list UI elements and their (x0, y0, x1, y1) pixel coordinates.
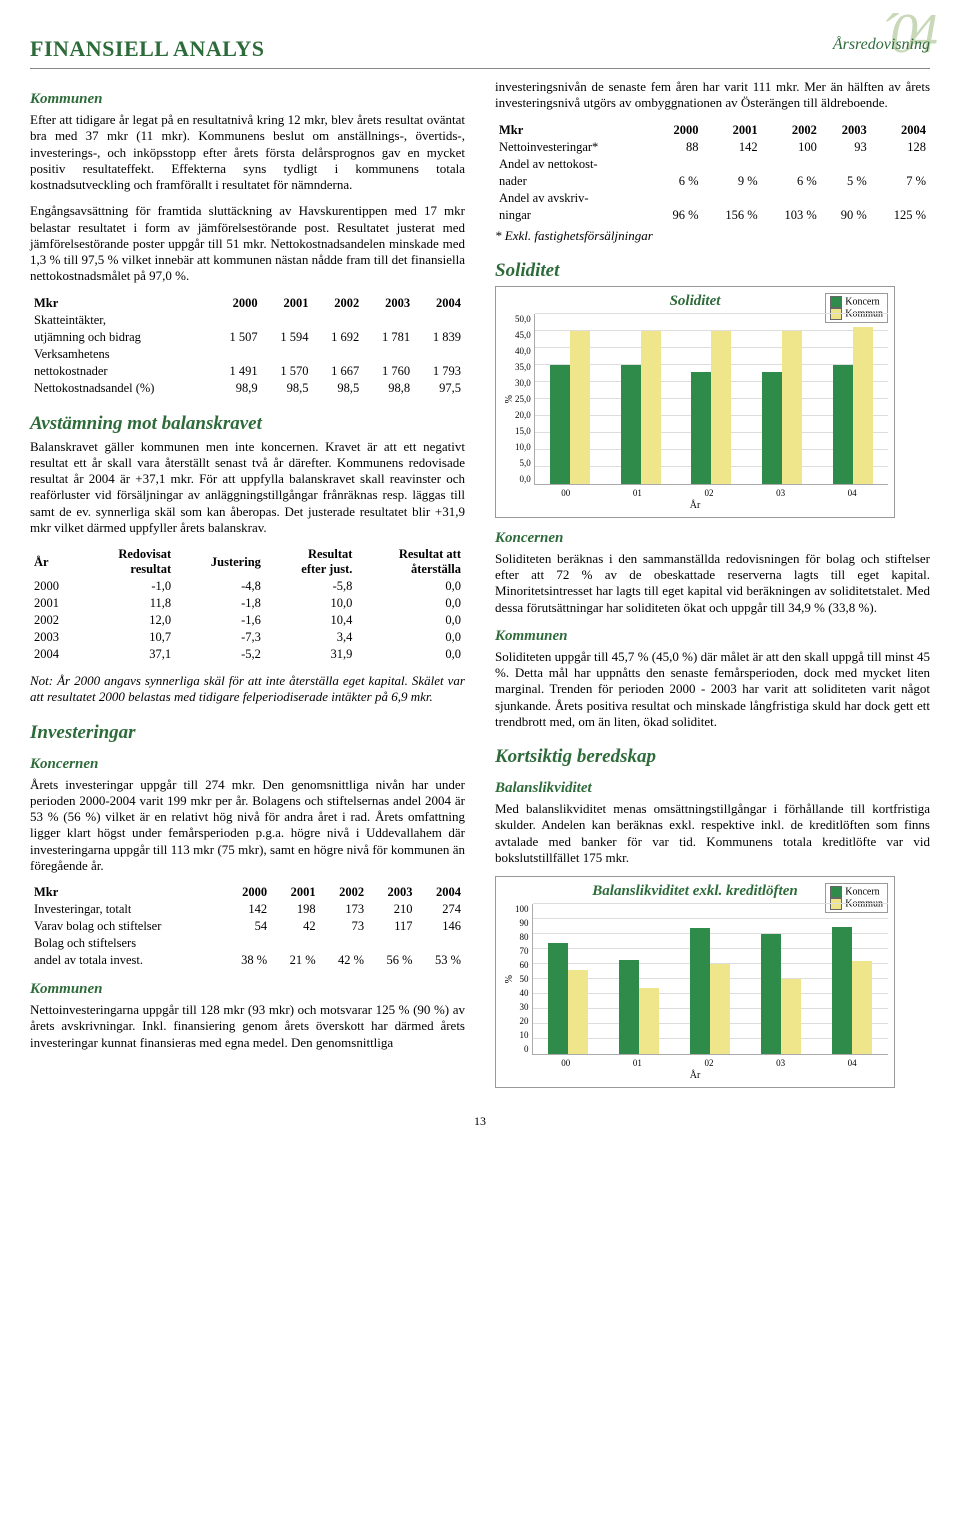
logo-label: Årsredovisning (833, 36, 930, 54)
h-investeringar: Investeringar (30, 722, 465, 744)
left-column: Kommunen Efter att tidigare år legat på … (30, 79, 465, 1098)
h-kortsiktig: Kortsiktig beredskap (495, 746, 930, 768)
chart-soliditet: SoliditetKoncernKommun%50,045,040,035,03… (495, 286, 895, 518)
left-p4: Årets investeringar uppgår till 274 mkr.… (30, 777, 465, 875)
logo: ´04 Årsredovisning (833, 20, 930, 66)
page-header: FINANSIELL ANALYS ´04 Årsredovisning (30, 20, 930, 66)
h-kommunen-r: Kommunen (495, 628, 930, 645)
right-p2: Soliditeten beräknas i den sammanställda… (495, 551, 930, 616)
content-columns: Kommunen Efter att tidigare år legat på … (30, 79, 930, 1098)
right-p3: Soliditeten uppgår till 45,7 % (45,0 %) … (495, 649, 930, 730)
note-exkl: * Exkl. fastighetsförsäljningar (495, 228, 930, 244)
h-koncernen-l: Koncernen (30, 756, 465, 773)
left-p1: Efter att tidigare år legat på en result… (30, 112, 465, 193)
page-title: FINANSIELL ANALYS (30, 36, 265, 62)
h-kommunen: Kommunen (30, 91, 465, 108)
left-p2: Engångsavsättning för framtida sluttäckn… (30, 203, 465, 284)
chart-balanslikviditet: Balanslikviditet exkl. kreditlöftenKonce… (495, 876, 895, 1088)
h-koncernen-r: Koncernen (495, 530, 930, 547)
table-invest: Mkr20002001200220032004 Investeringar, t… (30, 884, 465, 969)
h-kommunen-l2: Kommunen (30, 981, 465, 998)
table-netto: Mkr20002001200220032004 Nettoinvestering… (495, 122, 930, 224)
right-p4: Med balanslikviditet menas omsättningsti… (495, 801, 930, 866)
note-2000: Not: År 2000 angavs synnerliga skäl för … (30, 673, 465, 706)
header-rule (30, 68, 930, 69)
table-skatte: Mkr20002001200220032004 Skatteintäkter,u… (30, 295, 465, 397)
page-number: 13 (30, 1114, 930, 1129)
h-soliditet: Soliditet (495, 260, 930, 282)
left-p5: Nettoinvesteringarna uppgår till 128 mkr… (30, 1002, 465, 1051)
right-p1: investeringsnivån de senaste fem åren ha… (495, 79, 930, 112)
left-p3: Balanskravet gäller kommunen men inte ko… (30, 439, 465, 537)
table-balanskrav: ÅrRedovisat resultatJusteringResultat ef… (30, 546, 465, 663)
h-balanslikviditet: Balanslikviditet (495, 780, 930, 797)
right-column: investeringsnivån de senaste fem åren ha… (495, 79, 930, 1098)
h-avstamning: Avstämning mot balanskravet (30, 413, 465, 435)
